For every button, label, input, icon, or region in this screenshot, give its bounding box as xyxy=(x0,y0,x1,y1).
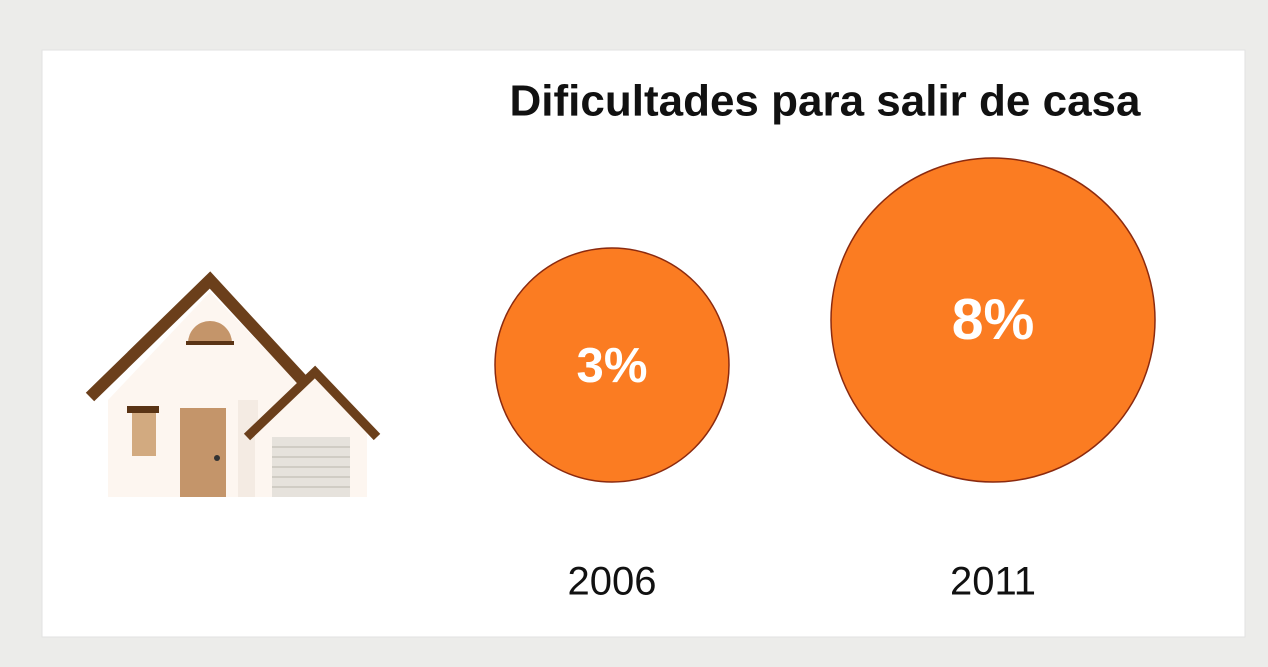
value-label: 8% xyxy=(952,288,1035,352)
value-label: 3% xyxy=(577,339,648,393)
chart-title: Dificultades para salir de casa xyxy=(510,77,1142,126)
bubble xyxy=(494,247,730,483)
bubble xyxy=(830,157,1156,483)
category-label: 2006 xyxy=(568,560,657,604)
house-illustration xyxy=(85,271,381,497)
category-label: 2011 xyxy=(950,560,1036,604)
